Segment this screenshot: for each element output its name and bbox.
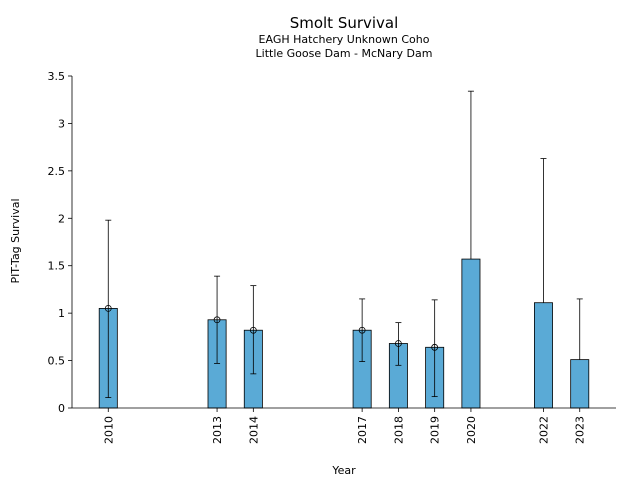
y-tick-label-3.5: 3.5 [48, 70, 66, 83]
point-marker-2013 [213, 316, 221, 324]
x-tick-label-2018: 2018 [392, 416, 405, 444]
x-tick-label-2013: 2013 [211, 416, 224, 444]
axes-layer: 2010 2013 2014 2017 2018 2019 2020 2022 2023 0 0.5… [48, 70, 616, 444]
x-tick-label-2019: 2019 [429, 416, 442, 444]
y-tick-label-1: 1 [58, 307, 65, 320]
bars-layer [98, 258, 590, 409]
y-tick-label-2.5: 2.5 [48, 165, 66, 178]
x-tick-label-2022: 2022 [537, 416, 550, 444]
error-bars-layer [104, 90, 583, 398]
x-tick-label-2020: 2020 [465, 416, 478, 444]
x-axis-label: Year [331, 464, 356, 477]
y-axis-label: PIT-Tag Survival [9, 198, 22, 283]
y-tick-label-3: 3 [58, 117, 65, 130]
x-tick-label-2010: 2010 [102, 416, 115, 444]
point-marker-2019 [431, 343, 439, 351]
point-marker-2010 [104, 304, 112, 312]
chart-title: Smolt Survival [290, 14, 399, 32]
x-tick-label-2017: 2017 [356, 416, 369, 444]
chart-subtitle-line-2: Little Goose Dam - McNary Dam [256, 47, 433, 60]
x-tick-label-2023: 2023 [574, 416, 587, 444]
bar-2023 [570, 359, 590, 409]
y-tick-label-0.5: 0.5 [48, 355, 66, 368]
bar-2020 [461, 258, 481, 409]
y-tick-label-0: 0 [58, 402, 65, 415]
point-marker-2014 [249, 326, 257, 334]
y-tick-label-1.5: 1.5 [48, 260, 66, 273]
y-tick-label-2: 2 [58, 212, 65, 225]
point-marker-2018 [394, 340, 402, 347]
x-tick-label-2014: 2014 [247, 416, 260, 444]
bar-2022 [534, 302, 553, 409]
chart-subtitle-line-1: EAGH Hatchery Unknown Coho [259, 33, 430, 46]
point-marker-2017 [358, 326, 366, 334]
